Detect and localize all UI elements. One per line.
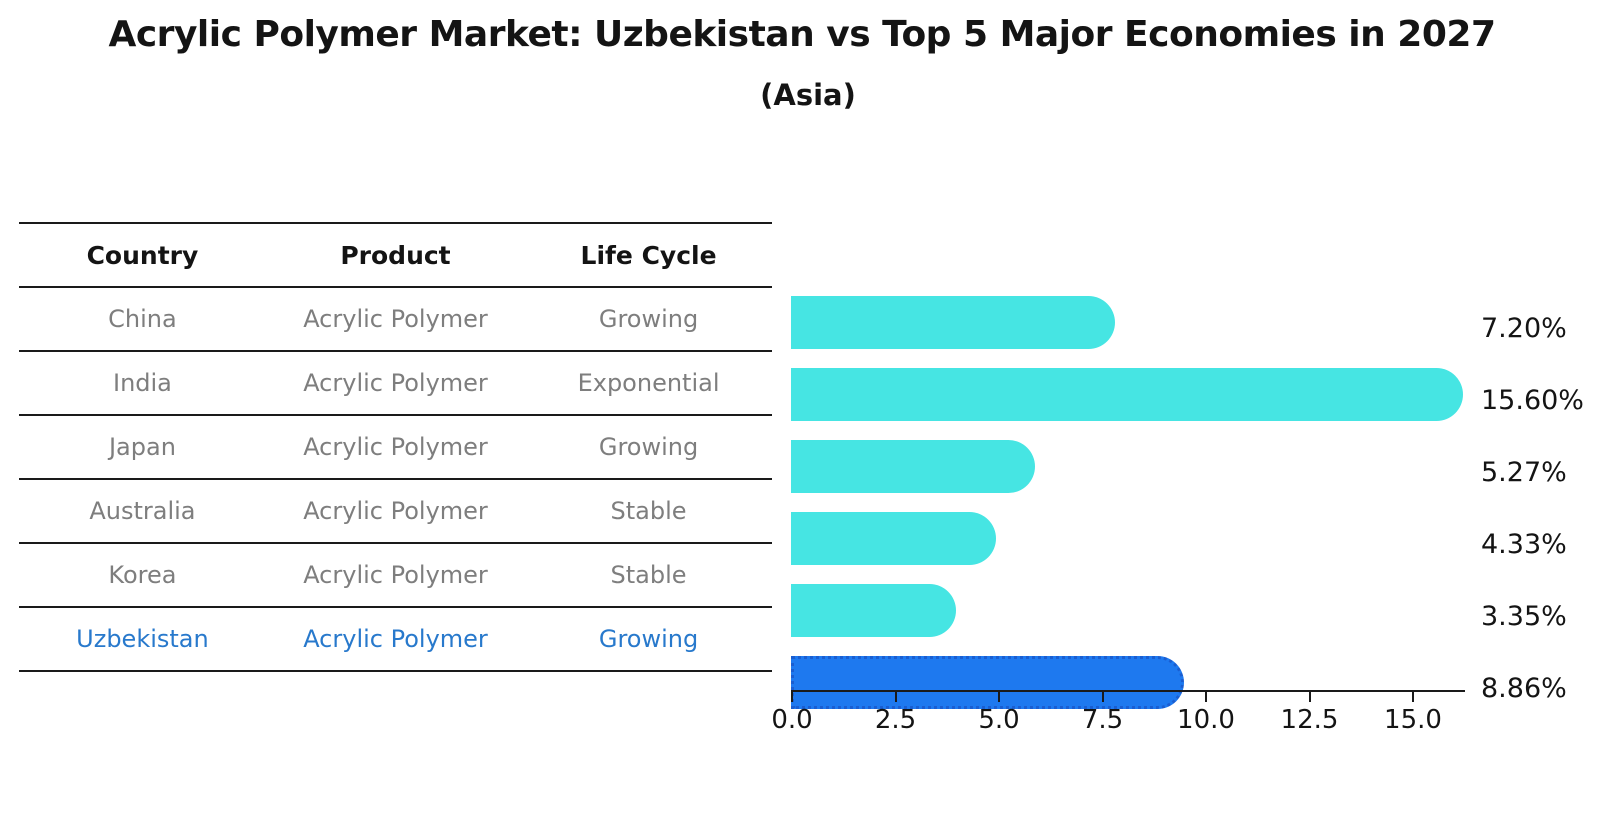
x-tick-label: 10.0 <box>1177 705 1235 735</box>
x-tick-mark <box>1101 692 1104 702</box>
x-tick-mark <box>1205 692 1207 702</box>
x-tick-label: 7.5 <box>1081 705 1124 735</box>
x-tick-mark <box>1308 692 1311 702</box>
country-cell: China <box>108 305 177 333</box>
lifecycle-cell: Stable <box>610 497 687 525</box>
product-cell: Acrylic Polymer <box>303 497 488 525</box>
lifecycle-cell: Growing <box>598 433 699 461</box>
lifecycle-cell: Stable <box>610 561 687 589</box>
country-cell: Japan <box>108 433 176 461</box>
product-cell: Acrylic Polymer <box>303 625 488 653</box>
table-row-uzbekistan: Uzbekistan Acrylic Polymer Growing <box>19 608 772 672</box>
bar-korea <box>791 584 956 637</box>
x-tick-mark <box>1412 692 1414 702</box>
lifecycle-cell: Exponential <box>577 369 720 397</box>
x-tick-label: 0.0 <box>771 705 813 735</box>
x-tick-mark <box>791 692 793 702</box>
x-tick-label: 2.5 <box>874 705 917 735</box>
column-header-country: Country <box>86 240 199 270</box>
column-header-lifecycle: Life Cycle <box>580 240 717 270</box>
country-cell: Australia <box>89 497 196 525</box>
x-axis: 0.0 2.5 5.0 7.5 10.0 12.5 15.0 <box>771 690 1604 750</box>
table-row-japan: Japan Acrylic Polymer Growing <box>19 416 772 480</box>
bar-india <box>791 368 1463 421</box>
bar-value-label-china: 7.20% <box>1481 313 1567 344</box>
x-tick-label: 5.0 <box>978 705 1020 735</box>
x-tick-mark <box>998 692 1000 702</box>
bar-row-china: 7.20% <box>791 296 1604 362</box>
bar-value-label-japan: 5.27% <box>1481 457 1567 488</box>
bar-china <box>791 296 1116 349</box>
bar-value-label-india: 15.60% <box>1481 385 1584 416</box>
country-table: Country Product Life Cycle China Acrylic … <box>19 222 772 672</box>
bar-australia <box>791 512 997 565</box>
product-cell: Acrylic Polymer <box>303 561 488 589</box>
lifecycle-cell: Growing <box>598 305 699 333</box>
bar-japan <box>791 440 1036 493</box>
bar-row-japan: 5.27% <box>791 440 1604 506</box>
bar-row-india: 15.60% <box>791 368 1604 434</box>
table-body: China Acrylic Polymer Growing India Acrylic … <box>19 288 772 672</box>
table-header-row: Country Product Life Cycle <box>19 224 772 288</box>
x-tick-label: 15.0 <box>1384 705 1442 735</box>
table-row-china: China Acrylic Polymer Growing <box>19 288 772 352</box>
bar-value-label-australia: 4.33% <box>1481 529 1567 560</box>
x-axis-line <box>791 690 1465 692</box>
bar-uzbekistan <box>791 656 1184 709</box>
product-cell: Acrylic Polymer <box>303 369 488 397</box>
lifecycle-cell: Growing <box>598 625 699 653</box>
product-cell: Acrylic Polymer <box>303 305 488 333</box>
bar-value-label-uzbekistan: 8.86% <box>1481 673 1567 704</box>
bar-row-uzbekistan: 8.86% <box>791 656 1604 722</box>
bar-plot-area: 7.20% 15.60% 5.27% 4.33% 3.35% 8.86% <box>791 290 1604 722</box>
bar-row-korea: 3.35% <box>791 584 1604 650</box>
x-tick-label: 12.5 <box>1280 705 1339 735</box>
x-tick-mark <box>894 692 897 702</box>
table-row-india: India Acrylic Polymer Exponential <box>19 352 772 416</box>
country-cell: India <box>112 369 172 397</box>
chart-subtitle: (Asia) <box>760 78 856 112</box>
country-cell: Korea <box>108 561 177 589</box>
bar-row-australia: 4.33% <box>791 512 1604 578</box>
table-row-korea: Korea Acrylic Polymer Stable <box>19 544 772 608</box>
bar-value-label-korea: 3.35% <box>1481 601 1567 632</box>
country-cell: Uzbekistan <box>76 625 209 653</box>
table-row-australia: Australia Acrylic Polymer Stable <box>19 480 772 544</box>
product-cell: Acrylic Polymer <box>303 433 488 461</box>
column-header-product: Product <box>340 240 451 270</box>
chart-title: Acrylic Polymer Market: Uzbekistan vs To… <box>108 14 1496 55</box>
